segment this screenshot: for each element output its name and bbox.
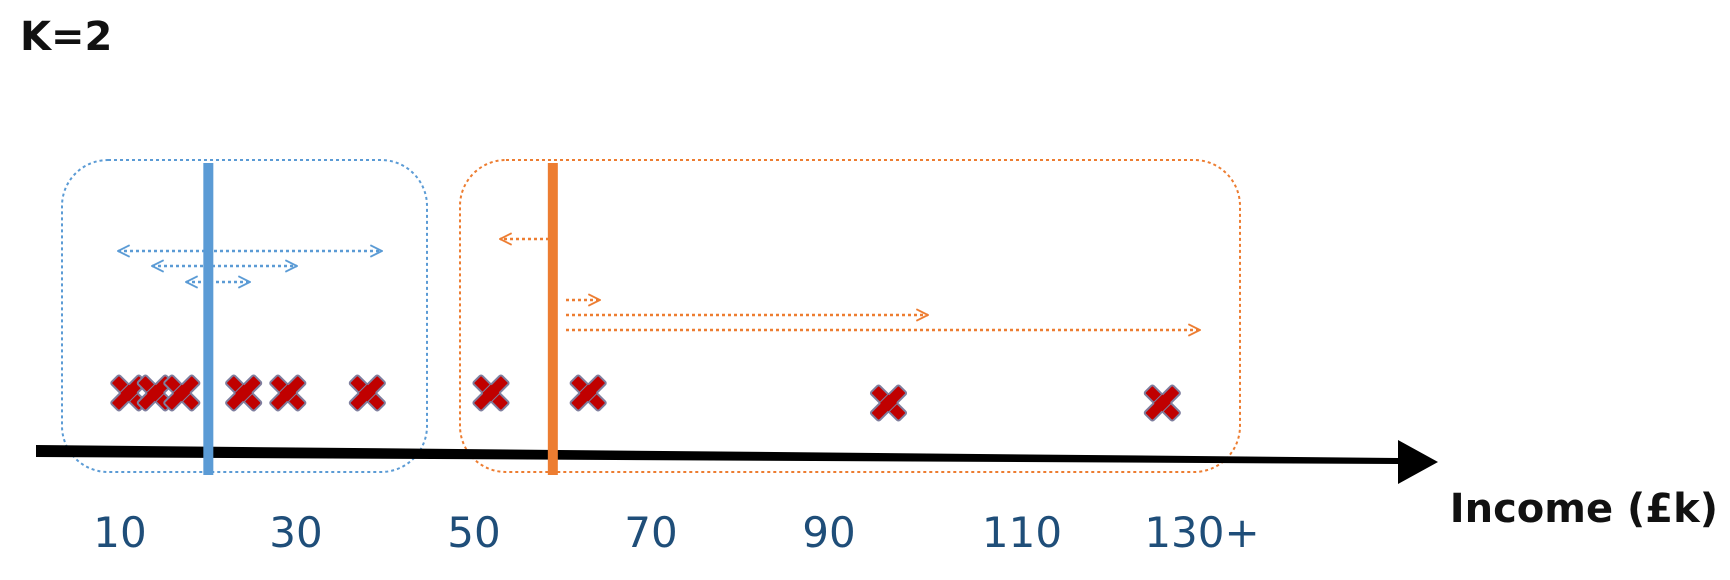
tick-label: 70 — [624, 508, 677, 557]
tick-label: 90 — [802, 508, 855, 557]
data-point-marker — [225, 374, 263, 412]
cluster-1-box — [61, 159, 428, 473]
data-points — [110, 374, 1181, 422]
data-point-marker — [269, 374, 307, 412]
income-axis-line — [36, 445, 1400, 464]
tick-label: 10 — [93, 508, 146, 557]
data-point-marker — [869, 384, 908, 422]
data-point-marker — [1143, 384, 1181, 422]
axis-arrowhead — [1398, 440, 1438, 484]
axis-title: Income (£k) — [1450, 486, 1718, 532]
data-point-marker — [569, 374, 607, 412]
data-point-marker — [348, 374, 386, 412]
data-point-marker — [163, 374, 201, 412]
data-point-marker — [472, 374, 510, 412]
cluster-2-box — [459, 159, 1241, 473]
cluster-2-distance-arrows — [500, 239, 1200, 330]
tick-label: 30 — [269, 508, 322, 557]
income-axis — [36, 440, 1438, 484]
tick-label: 110 — [982, 508, 1062, 557]
cluster-1-distance-arrows — [118, 251, 382, 282]
tick-label: 130+ — [1144, 508, 1259, 557]
axis-ticks: 10 30 50 70 90 110 130+ — [93, 508, 1259, 557]
k-value-title: K=2 — [20, 14, 112, 60]
tick-label: 50 — [447, 508, 500, 557]
